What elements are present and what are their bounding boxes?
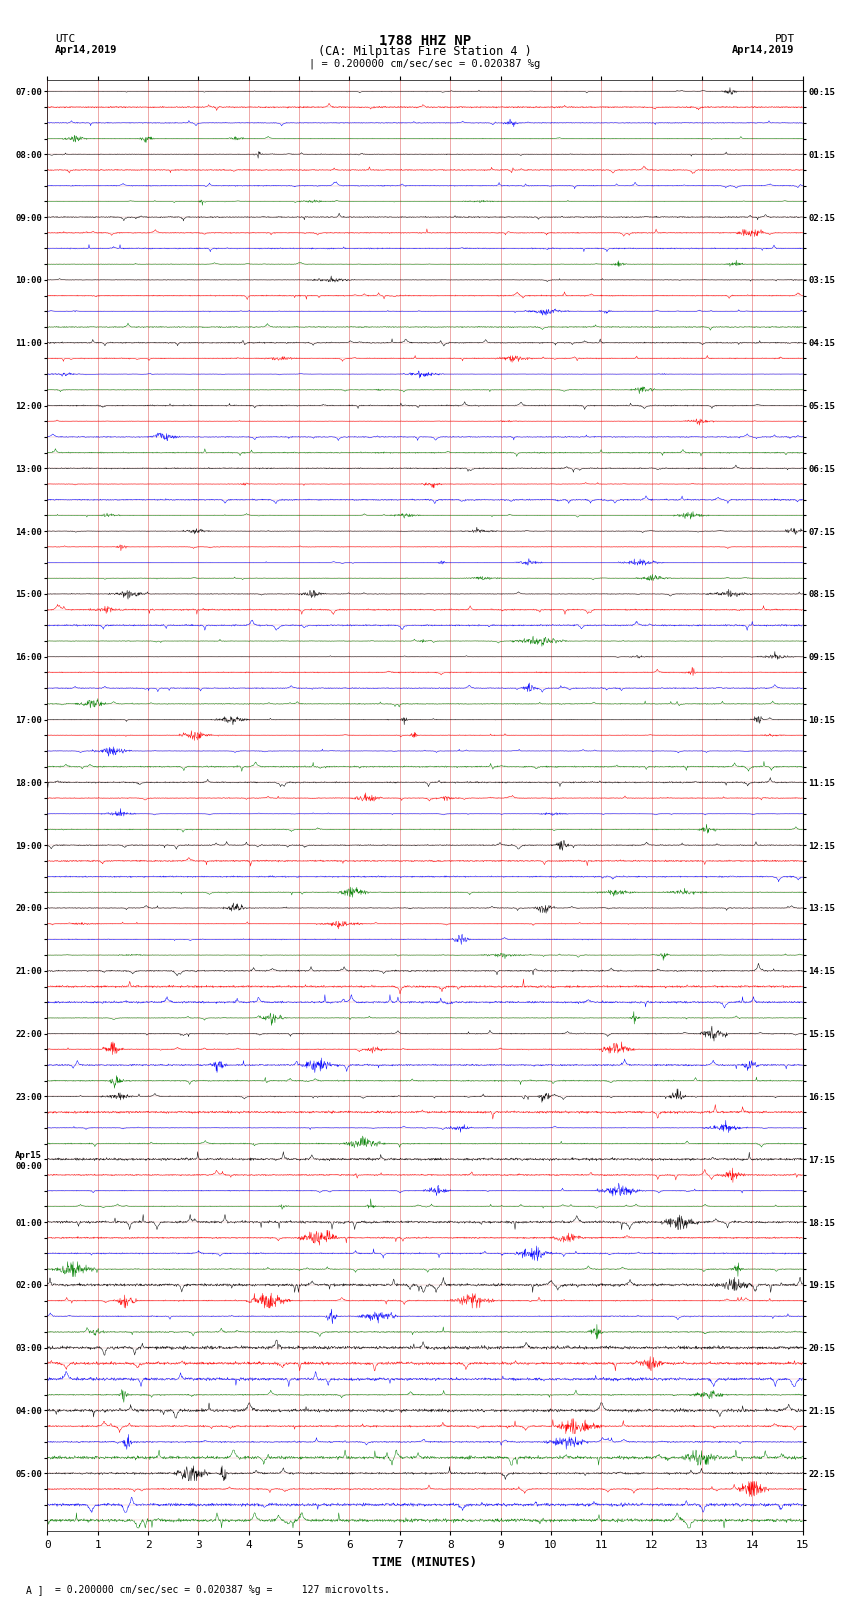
Text: Apr14,2019: Apr14,2019 [55, 45, 118, 55]
Text: 1788 HHZ NP: 1788 HHZ NP [379, 34, 471, 48]
Text: (CA: Milpitas Fire Station 4 ): (CA: Milpitas Fire Station 4 ) [318, 45, 532, 58]
X-axis label: TIME (MINUTES): TIME (MINUTES) [372, 1557, 478, 1569]
Text: Apr14,2019: Apr14,2019 [732, 45, 795, 55]
Text: PDT: PDT [774, 34, 795, 44]
Text: | = 0.200000 cm/sec/sec = 0.020387 %g: | = 0.200000 cm/sec/sec = 0.020387 %g [309, 58, 541, 69]
Text: A ]: A ] [26, 1586, 43, 1595]
Text: = 0.200000 cm/sec/sec = 0.020387 %g =     127 microvolts.: = 0.200000 cm/sec/sec = 0.020387 %g = 12… [55, 1586, 390, 1595]
Text: UTC: UTC [55, 34, 76, 44]
